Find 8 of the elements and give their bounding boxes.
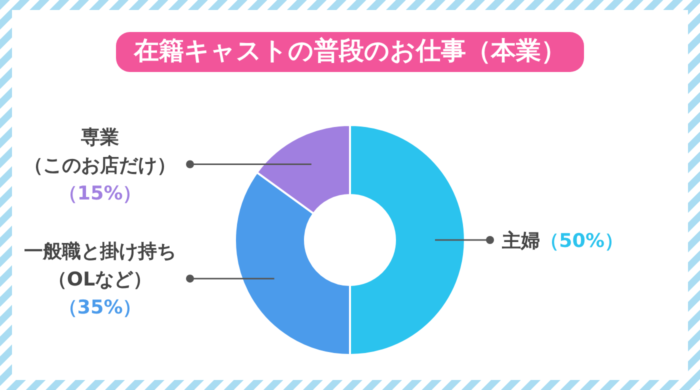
data-label: （15%） xyxy=(58,182,142,204)
slice-label: 専業（このお店だけ） xyxy=(24,126,176,176)
chart-title: 在籍キャストの普段のお仕事（本業） xyxy=(133,36,566,65)
slice-label: 一般職と掛け持ち（OLなど） xyxy=(24,240,176,291)
title: 在籍キャストの普段のお仕事（本業） xyxy=(116,32,584,72)
data-label: （50%） xyxy=(540,230,624,252)
slice-label: 主婦 xyxy=(501,230,540,252)
data-label: （35%） xyxy=(58,296,142,319)
